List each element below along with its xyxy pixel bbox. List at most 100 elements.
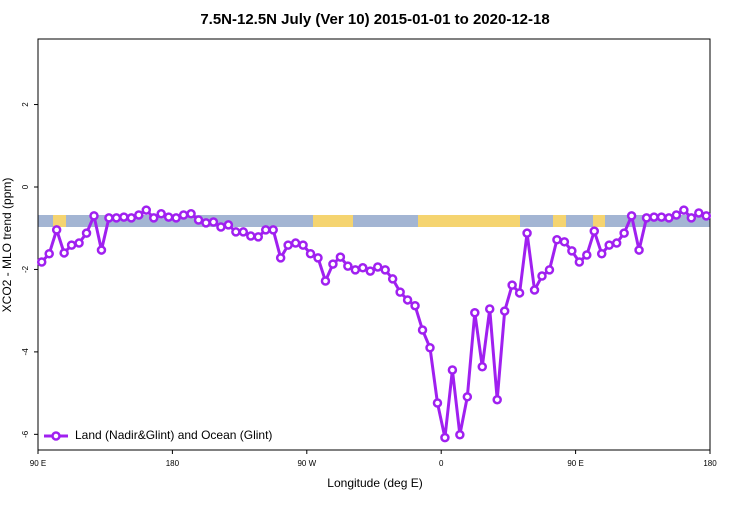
data-point [649, 212, 659, 222]
land-patch [53, 215, 66, 227]
data-point [447, 365, 458, 375]
data-point [537, 271, 547, 281]
data-point [582, 250, 592, 260]
data-point [163, 212, 174, 222]
data-point [514, 288, 525, 298]
data-point [619, 228, 629, 238]
data-point [51, 225, 62, 235]
data-point [104, 213, 114, 223]
data-point [171, 213, 181, 223]
land-patch [313, 215, 353, 227]
data-point [529, 285, 540, 295]
data-point [253, 232, 264, 242]
data-point [664, 213, 674, 223]
data-point [559, 237, 570, 247]
data-point [604, 240, 614, 250]
data-point [74, 238, 84, 248]
x-tick-label: 90 E [30, 459, 46, 468]
data-point [455, 429, 465, 440]
data-point [552, 235, 562, 245]
data-point [81, 228, 92, 238]
legend-label: Land (Nadir&Glint) and Ocean (Glint) [75, 428, 272, 442]
data-point [387, 274, 398, 284]
data-point [417, 325, 428, 335]
y-axis-label: XCO2 - MLO trend (ppm) [0, 178, 14, 313]
data-point [119, 212, 129, 222]
data-point [492, 394, 502, 405]
data-point [432, 398, 443, 408]
data-point [156, 209, 166, 219]
x-tick-label: 90 W [297, 459, 316, 468]
data-point [499, 306, 510, 316]
data-point [89, 211, 99, 221]
data-point [372, 262, 383, 272]
data-point [477, 361, 488, 372]
data-point [634, 245, 644, 255]
data-point [656, 212, 667, 222]
data-point [470, 307, 480, 318]
data-point [36, 257, 47, 267]
data-point [268, 225, 278, 235]
land-patch [593, 215, 605, 227]
land-patch [553, 215, 566, 227]
data-point [328, 259, 338, 269]
data-point [507, 280, 517, 290]
data-point [216, 222, 226, 232]
data-point [290, 238, 301, 248]
data-point [671, 210, 682, 220]
data-point [701, 211, 712, 221]
data-point [694, 208, 704, 218]
data-point [178, 210, 189, 220]
data-point [298, 240, 308, 250]
x-axis-label: Longitude (deg E) [327, 476, 422, 490]
data-point [260, 225, 271, 235]
data-point [484, 304, 495, 314]
chart-title: 7.5N-12.5N July (Ver 10) 2015-01-01 to 2… [200, 11, 549, 28]
data-point [358, 263, 368, 273]
y-tick-label: -6 [21, 430, 30, 438]
data-point [275, 253, 286, 263]
data-point [410, 300, 420, 311]
y-tick-label: -4 [21, 348, 30, 356]
data-point [283, 240, 293, 250]
data-point [111, 213, 122, 223]
x-tick-label: 180 [703, 459, 717, 468]
data-point [462, 392, 473, 402]
data-point [343, 261, 353, 271]
data-point [238, 227, 249, 237]
data-point [320, 276, 331, 286]
data-point [231, 227, 241, 237]
y-tick-label: 0 [21, 184, 30, 189]
data-point [134, 210, 144, 220]
data-point [380, 265, 390, 275]
data-point [641, 213, 652, 223]
data-point [350, 265, 361, 275]
data-point [126, 213, 137, 223]
legend-marker [51, 431, 61, 441]
data-point [567, 246, 577, 256]
data-point [522, 228, 532, 238]
plot-frame [37, 38, 711, 451]
data-point [313, 253, 323, 263]
y-tick-label: -2 [21, 265, 30, 273]
data-point [208, 217, 219, 227]
data-point [402, 295, 413, 305]
data-point [425, 343, 435, 353]
data-point [186, 209, 196, 219]
data-point [66, 240, 77, 250]
data-point [223, 220, 234, 230]
data-point [679, 205, 689, 215]
data-point [686, 213, 697, 223]
data-point [59, 248, 69, 258]
data-point [365, 266, 376, 276]
y-tick-label: 2 [21, 102, 30, 107]
data-point [626, 211, 637, 221]
data-point [596, 249, 607, 259]
data-point [193, 215, 204, 225]
data-point [148, 213, 159, 223]
data-point [96, 245, 107, 255]
land-patch [418, 215, 520, 227]
data-point [305, 249, 316, 259]
data-point [589, 226, 600, 236]
